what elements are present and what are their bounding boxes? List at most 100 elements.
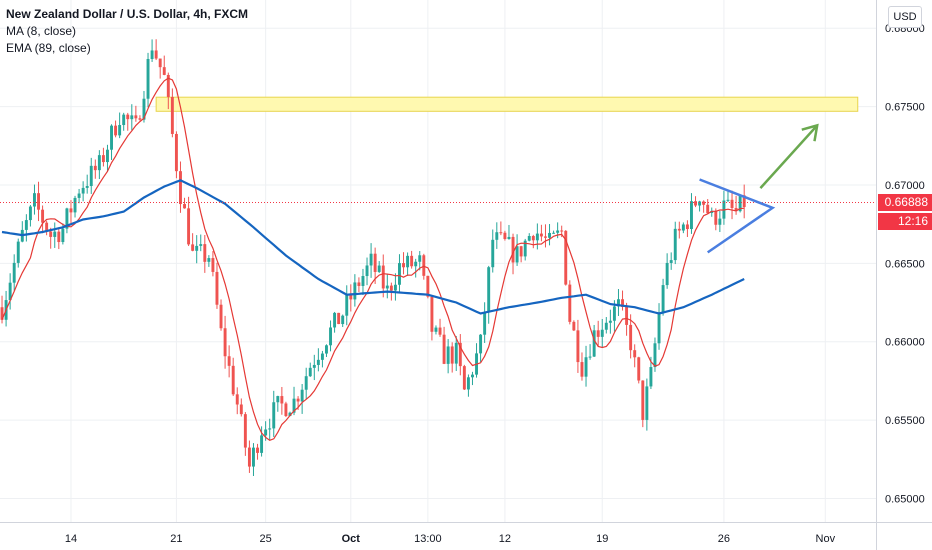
ema-indicator-label[interactable]: EMA (89, close) <box>6 41 91 55</box>
candle-body <box>329 327 332 346</box>
candle-body <box>385 285 389 289</box>
candle-body <box>730 199 734 208</box>
candle-body <box>600 329 604 337</box>
candle-body <box>414 261 418 267</box>
candle-body <box>203 244 207 262</box>
candle-body <box>491 239 495 268</box>
candle-body <box>515 246 519 263</box>
candle-body <box>653 343 657 368</box>
candle-body <box>130 115 134 120</box>
candle-body <box>300 389 304 402</box>
candle-body <box>195 245 199 251</box>
candle-body <box>734 207 738 212</box>
candle-body <box>252 447 255 467</box>
candle-body <box>596 330 600 337</box>
candle-body <box>665 262 669 286</box>
candle-body <box>706 204 710 213</box>
candle-body <box>69 208 73 213</box>
candle-body <box>345 295 349 316</box>
candle-body <box>45 222 49 232</box>
resistance-zone <box>155 96 859 112</box>
candle-body <box>179 171 182 205</box>
candle-body <box>361 276 365 286</box>
candle-body <box>81 187 85 194</box>
candle-body <box>337 312 341 325</box>
candle-body <box>503 232 507 240</box>
candle-body <box>393 284 397 291</box>
candle-body <box>389 285 393 291</box>
x-tick-label: 26 <box>718 533 730 545</box>
candle-body <box>292 398 296 413</box>
candle-body <box>223 328 227 357</box>
candle-body <box>41 209 45 223</box>
x-tick-label: 19 <box>596 533 608 545</box>
x-tick-label: Nov <box>816 533 836 545</box>
candle-body <box>641 380 645 420</box>
candle-body <box>93 165 97 171</box>
candle-body <box>89 165 93 187</box>
candle-body <box>101 155 105 163</box>
candle-body <box>138 118 142 120</box>
candle-body <box>280 396 284 404</box>
candle-body <box>422 255 426 276</box>
candle-body <box>37 193 40 210</box>
candle-body <box>227 356 231 366</box>
candle-body <box>694 201 697 206</box>
candle-body <box>430 296 434 332</box>
x-tick-label: 21 <box>170 533 182 545</box>
candle-body <box>544 236 547 238</box>
candle-body <box>714 210 718 225</box>
ema-89-line <box>1 179 745 315</box>
candle-body <box>669 260 673 263</box>
candle-body <box>320 353 324 360</box>
candle-body <box>110 125 113 150</box>
candle-body <box>681 224 685 231</box>
x-tick-label: 13:00 <box>414 533 442 545</box>
candle-body <box>162 67 166 75</box>
currency-button[interactable]: USD <box>888 6 922 28</box>
projection-arrow-shaft <box>759 124 819 189</box>
candle-body <box>134 115 138 119</box>
candle-body <box>174 133 178 172</box>
candle-body <box>434 327 438 332</box>
chart-title: New Zealand Dollar / U.S. Dollar, 4h, FX… <box>6 7 249 21</box>
candle-body <box>527 236 531 241</box>
candle-body <box>243 414 247 448</box>
ma-indicator-label[interactable]: MA (8, close) <box>6 24 77 38</box>
candle-body <box>126 114 130 120</box>
candle-body <box>353 282 357 300</box>
candle-body <box>16 241 20 263</box>
x-tick-label: 12 <box>499 533 511 545</box>
candle-body <box>539 233 543 237</box>
triangle-pattern <box>699 178 776 254</box>
candle-body <box>462 366 466 390</box>
candle-body <box>612 306 616 321</box>
candle-body <box>325 345 328 354</box>
candle-body <box>519 246 523 257</box>
candle-body <box>625 306 629 325</box>
y-tick-label: 0.65500 <box>885 415 925 427</box>
candle-body <box>65 208 69 229</box>
candle-body <box>564 230 568 285</box>
candle-body <box>150 50 154 60</box>
candle-body <box>239 404 243 415</box>
candle-body <box>556 230 560 233</box>
candle-body <box>187 208 191 245</box>
candle-body <box>621 299 624 307</box>
candle-body <box>588 356 592 358</box>
candle-body <box>633 350 637 358</box>
candle-body <box>738 195 742 212</box>
candle-body <box>199 244 203 246</box>
candle-body <box>24 220 28 230</box>
candle-body <box>170 96 174 134</box>
candle-body <box>442 334 446 364</box>
candle-body <box>511 236 515 263</box>
ma-8-line <box>1 77 745 441</box>
candle-body <box>398 263 401 285</box>
candle-body <box>272 402 276 429</box>
candle-body <box>219 304 223 329</box>
y-tick-label: 0.66500 <box>885 258 925 270</box>
candle-body <box>28 206 32 221</box>
